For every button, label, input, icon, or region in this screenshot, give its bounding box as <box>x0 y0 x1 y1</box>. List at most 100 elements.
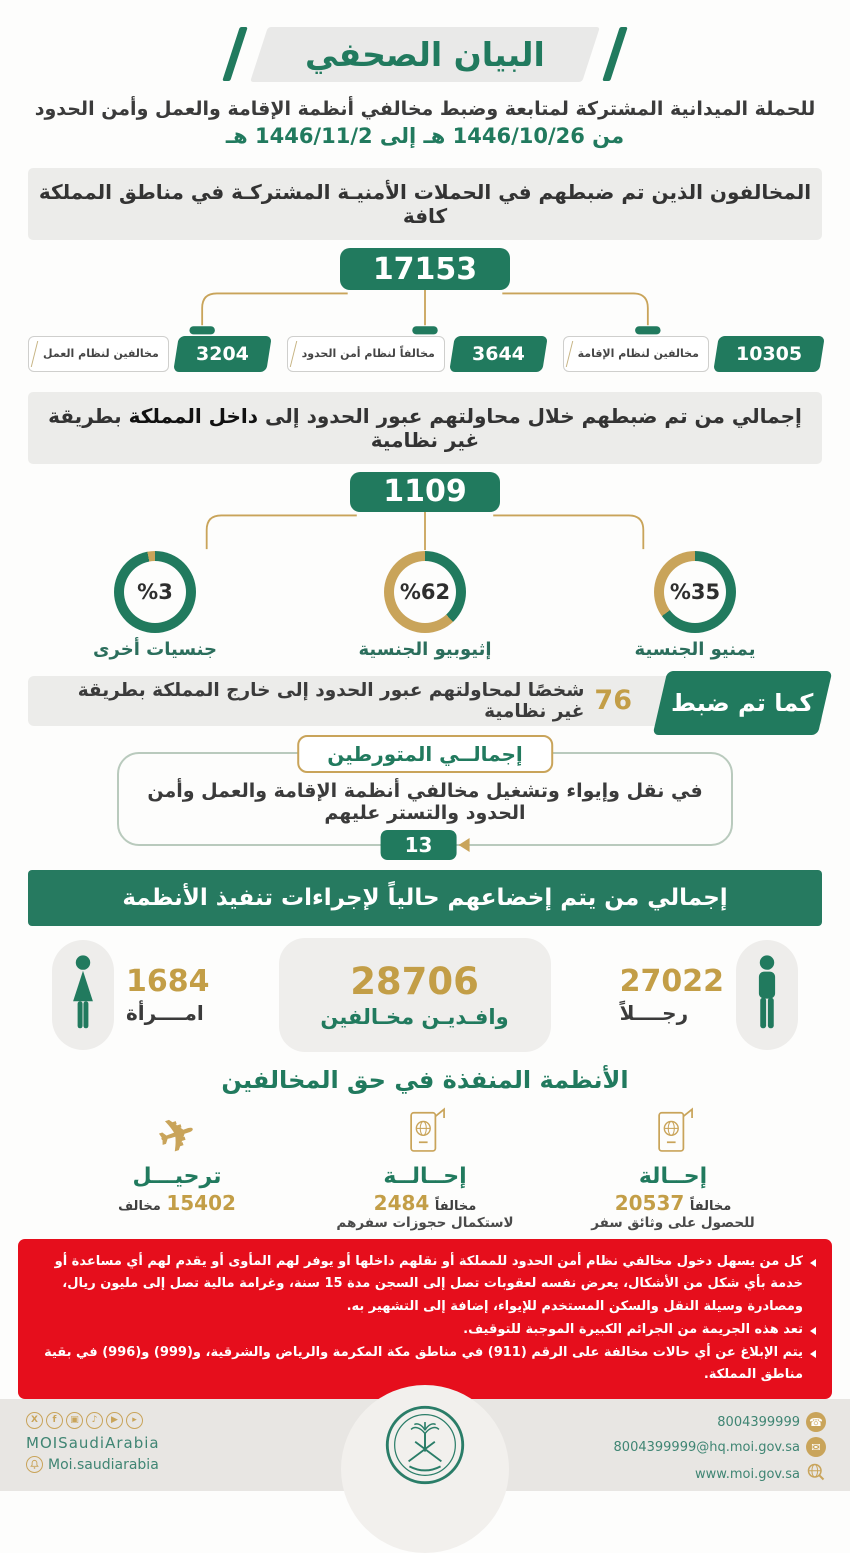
people-stats-row: 27022 رجــــلاً 28706 وافـديـن مخـالفين … <box>52 937 798 1052</box>
donut-yemeni: %35 يمنيو الجنسية <box>620 551 770 660</box>
stat-residency: 10305 مخالفين لنظام الإقامة <box>562 335 825 372</box>
donut-hole <box>124 561 186 624</box>
ethiopian-donut-chart: %62 <box>384 551 466 634</box>
stat-residency-value-box: 10305 <box>713 335 825 372</box>
border-crossing-total-box: 1109 <box>350 471 500 512</box>
bell-icon <box>26 1456 43 1473</box>
decorative-slash <box>222 27 248 82</box>
violation-stats-row: 10305 مخالفين لنظام الإقامة 3644 مخالفاً… <box>28 335 825 372</box>
measures-heading: الأنظمة المنفذة في حق المخالفين <box>221 1065 629 1094</box>
involved-count-box: 13 <box>380 829 457 860</box>
measure-title: إحــالة <box>638 1163 708 1189</box>
measure-desc: لاستكمال حجوزات سفرهم <box>336 1214 514 1231</box>
women-stat-group: 1684 امــــرأة <box>52 939 210 1050</box>
band2-emphasis: داخل المملكة <box>128 403 259 428</box>
connector-tree-1 <box>189 288 661 335</box>
globe-icon <box>806 1462 826 1486</box>
warning-text: كل من يسهل دخول مخالفي نظام أمن الحدود ل… <box>54 1253 803 1315</box>
stat-value: 3204 <box>195 342 249 365</box>
exit-attempts-band: كما تم ضبط 76 شخصًا لمحاولتهم عبور الحدو… <box>28 671 833 736</box>
passport-glyph <box>410 1107 445 1152</box>
youtube-icon[interactable]: ▶ <box>106 1412 123 1429</box>
arrow-left-icon <box>458 837 470 852</box>
donut-label: جنسيات أخرى <box>93 639 217 661</box>
footer-contact-block: 8004399999 ☎ 8004399999@hq.moi.gov.sa ✉ … <box>614 1412 826 1491</box>
expats-label: وافـديـن مخـالفين <box>320 1005 509 1029</box>
measure-desc: للحصول على وثائق سفر <box>591 1214 755 1231</box>
men-stat: 27022 رجــــلاً <box>620 964 724 1025</box>
band2-text-end: بطريقة غير نظامية <box>48 403 480 452</box>
tiktok-icon[interactable]: ♪ <box>86 1412 103 1429</box>
stat-labor-value-box: 3204 <box>172 335 272 372</box>
campaign-subtitle: للحملة الميدانية المشتركة لمتابعة وضبط م… <box>34 98 816 121</box>
campaign-dates: من 1446/10/26 هـ إلى 1446/11/2 هـ <box>225 124 625 149</box>
measure-referral-bookings: إحــالــة مخالفاً 2484 لاستكمال حجوزات س… <box>318 1100 532 1231</box>
band3-text-end: بطريقة غير نظامية <box>77 679 585 722</box>
stat-border-label: مخالفاً لنظام أمن الحدود <box>286 335 445 372</box>
warning-bullet: تعد هذه الجريمة من الجرائم الكبيرة الموج… <box>34 1319 816 1342</box>
stat-value: 10305 <box>735 342 802 365</box>
phone-number[interactable]: 8004399999 <box>717 1414 800 1430</box>
enforcement-banner: إجمالي من يتم إخضاعهم حالياً لإجراءات تن… <box>28 869 822 926</box>
women-stat: 1684 امــــرأة <box>126 964 210 1025</box>
moi-emblem <box>385 1405 465 1485</box>
men-count: 27022 <box>619 964 724 999</box>
also-arrested-badge: كما تم ضبط <box>652 671 833 736</box>
warning-text: تعد هذه الجريمة من الجرائم الكبيرة الموج… <box>463 1321 803 1337</box>
press-release-header: البيان الصحفي <box>0 26 850 82</box>
measure-unit: مخالفاً <box>689 1198 732 1214</box>
measure-title: إحــالــة <box>383 1163 467 1189</box>
total-violators-box: 17153 <box>340 248 510 291</box>
woman-silhouette <box>73 954 93 1028</box>
warning-text: يتم الإبلاغ عن أي حالات مخالفة على الرقم… <box>44 1344 803 1383</box>
measure-unit: مخالف <box>118 1198 161 1214</box>
page-title: البيان الصحفي <box>305 34 545 74</box>
donut-label: يمنيو الجنسية <box>634 639 756 661</box>
website-row: www.moi.gov.sa <box>614 1462 826 1486</box>
measure-count: 2484 <box>373 1190 430 1215</box>
x-icon[interactable]: X <box>26 1412 43 1429</box>
instagram-icon[interactable]: ▣ <box>66 1412 83 1429</box>
total-expats-box: 28706 وافـديـن مخـالفين <box>278 937 551 1052</box>
section2-band: إجمالي من تم ضبطهم خلال محاولتهم عبور ال… <box>28 391 822 464</box>
telegram-icon[interactable]: ▸ <box>126 1412 143 1429</box>
email-address[interactable]: 8004399999@hq.moi.gov.sa <box>613 1439 800 1455</box>
footer-social-block: X f ▣ ♪ ▶ ▸ MOISaudiArabia Moi.saudiarab… <box>26 1412 160 1473</box>
donut-percent: %35 <box>669 580 721 605</box>
stat-residency-label: مخالفين لنظام الإقامة <box>562 335 709 372</box>
man-icon <box>736 939 798 1050</box>
measures-row: إحــالة مخالفاً 20537 للحصول على وثائق س… <box>70 1100 780 1231</box>
band2-text: إجمالي من تم ضبطهم خلال محاولتهم عبور ال… <box>258 403 802 428</box>
bullet-arrow-icon <box>810 1258 816 1267</box>
measure-unit: مخالفاً <box>434 1198 477 1214</box>
involved-persons-box: إجمالــي المتورطين في نقل وإيواء وتشغيل … <box>117 734 733 860</box>
passport-glyph <box>658 1107 693 1152</box>
connector-tree-2 <box>205 509 645 550</box>
social-icons-row: X f ▣ ♪ ▶ ▸ <box>26 1412 160 1429</box>
badge-label: كما تم ضبط <box>671 689 814 718</box>
passport-icon <box>318 1100 532 1158</box>
donut-ethiopian: %62 إثيوبيو الجنسية <box>350 551 500 660</box>
expats-count: 28706 <box>350 960 479 1003</box>
men-stat-group: 27022 رجــــلاً <box>620 939 798 1050</box>
warning-bullet: يتم الإبلاغ عن أي حالات مخالفة على الرقم… <box>34 1342 816 1388</box>
donut-percent: %3 <box>137 580 173 605</box>
measure-value: مخالفاً 2484 <box>318 1191 532 1215</box>
warning-box: كل من يسهل دخول مخالفي نظام أمن الحدود ل… <box>18 1238 832 1399</box>
involved-count: 13 <box>380 829 470 860</box>
exit-attempts-count: 76 <box>594 685 632 717</box>
section1-band: المخالفون الذين تم ضبطهم في الحملات الأم… <box>28 168 822 241</box>
measure-value: مخالفاً 20537 <box>566 1191 780 1215</box>
stat-labor: 3204 مخالفين لنظام العمل <box>28 335 272 372</box>
measure-count: 20537 <box>614 1190 685 1215</box>
other-donut-chart: %3 <box>114 551 196 634</box>
men-label: رجــــلاً <box>619 1001 689 1025</box>
stat-labor-label: مخالفين لنظام العمل <box>28 335 169 372</box>
facebook-icon[interactable]: f <box>46 1412 63 1429</box>
website-url[interactable]: www.moi.gov.sa <box>695 1466 800 1482</box>
stat-value: 3644 <box>471 342 525 365</box>
measure-deportation: ✈ ترحيـــل 15402 مخالف <box>70 1100 284 1231</box>
passport-icon <box>566 1100 780 1158</box>
phone-row: 8004399999 ☎ <box>614 1412 826 1432</box>
donut-hole <box>394 561 456 624</box>
